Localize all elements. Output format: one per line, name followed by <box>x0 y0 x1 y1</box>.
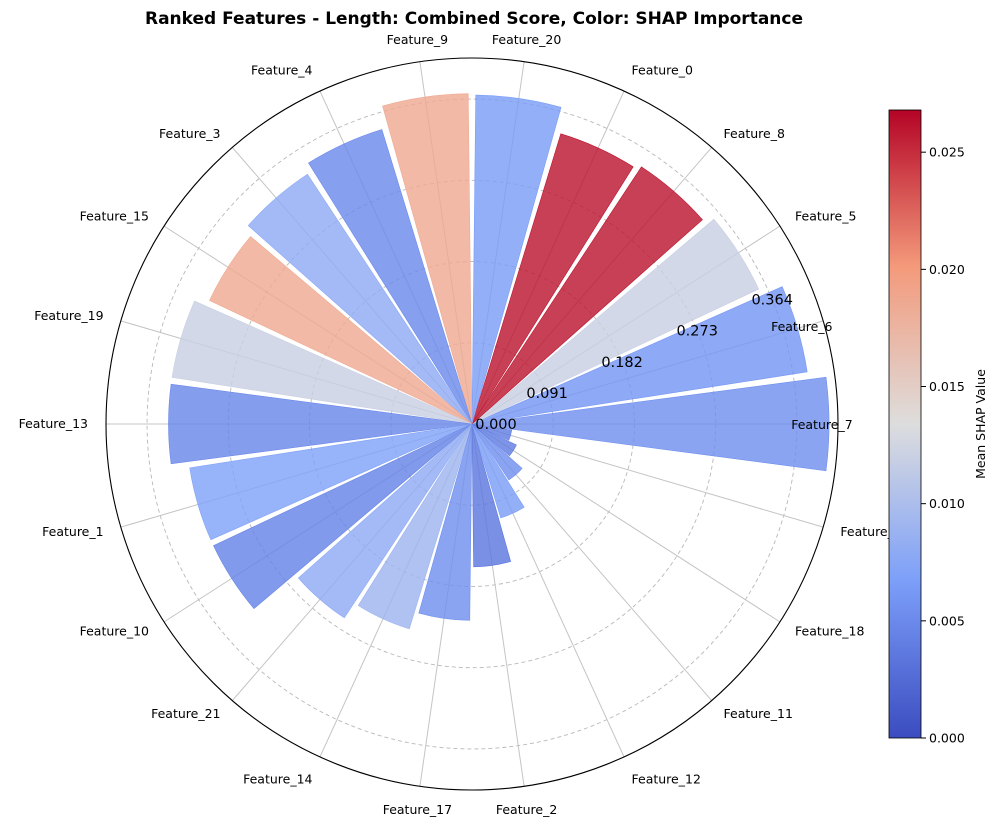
bar-feature-21 <box>297 423 473 619</box>
feature-label: Feature_6 <box>771 319 832 334</box>
bar-feature-12 <box>471 423 525 519</box>
bar-feature-0 <box>471 133 634 425</box>
bar-feature-17 <box>418 423 473 621</box>
colorbar: 0.000 0.005 0.010 0.015 0.020 0.025 Mean SHAP… <box>888 109 988 746</box>
colorbar-tick-label: 0.010 <box>929 496 965 511</box>
feature-label: Feature_19 <box>34 308 103 323</box>
bar-feature-13 <box>168 383 473 465</box>
bar-feature-15 <box>209 236 473 425</box>
bar-feature-11 <box>471 423 523 481</box>
radial-tick-label: 0.273 <box>676 324 718 340</box>
bar-feature-8 <box>471 166 703 425</box>
feature-label: Feature_7 <box>791 417 852 432</box>
bar-feature-3 <box>247 173 473 425</box>
angular-gridline <box>471 423 781 623</box>
radial-tick-label: 0.364 <box>751 293 793 309</box>
radial-tick-label: 0.182 <box>601 355 643 371</box>
angular-gridline <box>471 423 824 528</box>
feature-label: Feature_18 <box>795 624 864 639</box>
chart-title: Ranked Features - Length: Combined Score… <box>145 9 803 29</box>
colorbar-tick-label: 0.020 <box>929 262 965 277</box>
feature-label: Feature_4 <box>251 63 312 78</box>
bar-feature-19 <box>171 300 473 425</box>
colorbar-tick-label: 0.015 <box>929 379 965 394</box>
colorbar-tick-label: 0.000 <box>929 731 965 746</box>
bars-group <box>168 93 830 630</box>
feature-label: Feature_11 <box>724 706 793 721</box>
bar-feature-20 <box>471 94 562 425</box>
feature-label: Feature_12 <box>632 771 701 786</box>
bar-feature-1 <box>189 423 473 541</box>
bar-feature-5 <box>471 218 760 425</box>
feature-label: Feature_9 <box>387 32 448 47</box>
colorbar-tick-label: 0.005 <box>929 613 965 628</box>
bar-feature-18 <box>471 423 517 457</box>
feature-label: Feature_5 <box>795 208 856 223</box>
colorbar-label: Mean SHAP Value <box>973 369 988 479</box>
bar-feature-10 <box>213 423 473 610</box>
feature-label: Feature_15 <box>80 208 149 223</box>
bar-feature-16 <box>471 423 513 441</box>
bar-feature-9 <box>382 93 473 425</box>
radial-tick-label: 0.000 <box>475 417 517 433</box>
bar-feature-14 <box>357 423 473 630</box>
bar-feature-4 <box>308 129 473 425</box>
feature-label: Feature_13 <box>19 416 88 431</box>
feature-label: Feature_0 <box>632 63 693 78</box>
feature-label: Feature_1 <box>42 524 103 539</box>
colorbar-tick-label: 0.025 <box>929 145 965 160</box>
feature-label: Feature_10 <box>80 624 149 639</box>
feature-label: Feature_20 <box>492 32 561 47</box>
feature-label: Feature_14 <box>243 771 312 786</box>
feature-label: Feature_21 <box>151 706 220 721</box>
radial-tick-labels: 0.000 0.091 0.182 0.273 0.364 <box>475 293 793 433</box>
radial-tick-label: 0.091 <box>526 386 568 402</box>
bar-feature-6 <box>471 286 808 425</box>
bar-feature-7 <box>471 376 830 472</box>
feature-label: Feature_17 <box>383 802 452 817</box>
feature-labels: Feature_7 Feature_6 Feature_5 Feature_8 Feat… <box>19 32 910 817</box>
colorbar-ticks: 0.000 0.005 0.010 0.015 0.020 0.025 <box>921 145 965 746</box>
feature-label: Feature_8 <box>724 126 785 141</box>
colorbar-gradient <box>888 109 922 739</box>
feature-label: Feature_2 <box>496 802 557 817</box>
feature-label: Feature_3 <box>159 126 220 141</box>
polar-frame <box>105 57 839 791</box>
bar-feature-2 <box>471 423 512 568</box>
